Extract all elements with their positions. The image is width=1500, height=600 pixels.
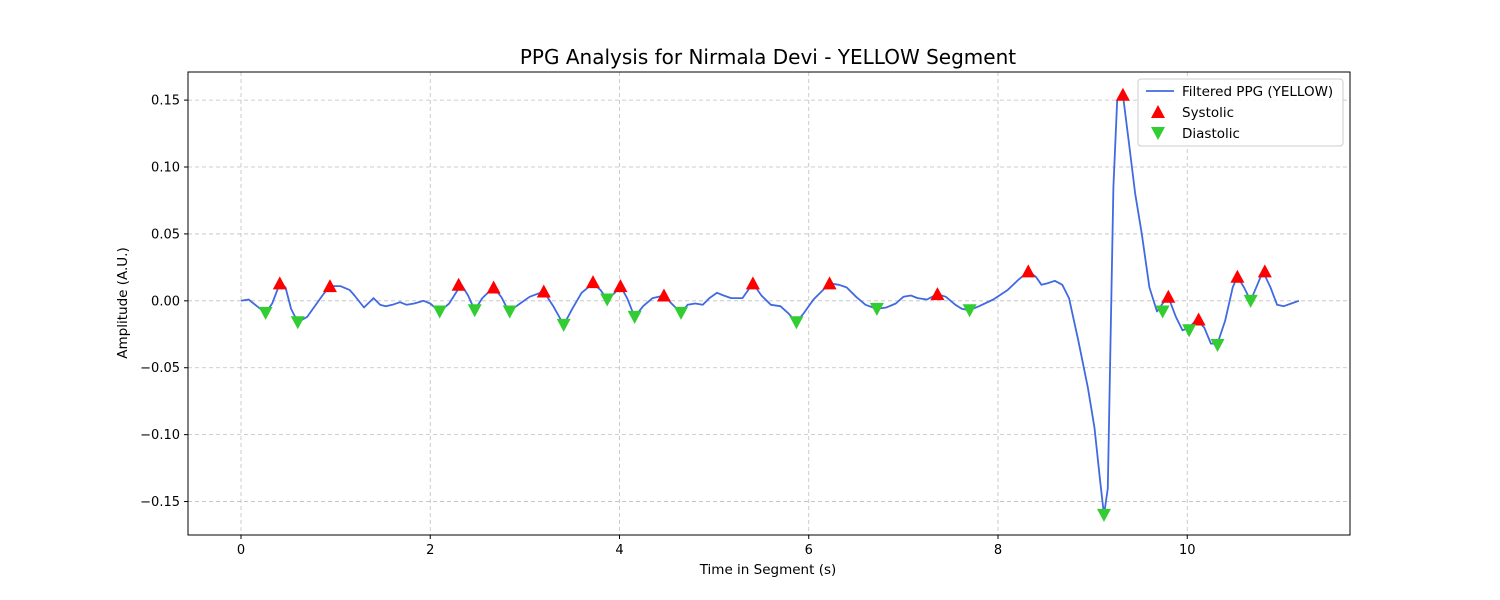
legend-box <box>1137 78 1344 147</box>
chart-title: PPG Analysis for Nirmala Devi - YELLOW S… <box>520 45 1016 69</box>
systolic-marker <box>656 288 671 302</box>
systolic-marker <box>451 277 466 291</box>
systolic-marker <box>1021 264 1036 278</box>
diastolic-marker <box>789 316 804 330</box>
systolic-marker <box>486 280 501 294</box>
systolic-marker <box>1191 312 1206 326</box>
systolic-marker <box>930 287 945 301</box>
y-tick-label: 0.00 <box>151 294 180 309</box>
diastolic-marker <box>556 318 571 332</box>
x-tick-label: 8 <box>994 543 1002 558</box>
legend: Filtered PPG (YELLOW) Systolic Diastolic <box>1137 78 1344 147</box>
diastolic-marker <box>258 306 273 320</box>
x-tick-label: 10 <box>1179 543 1196 558</box>
diastolic-marker <box>1243 294 1258 308</box>
y-axis-label: Amplitude (A.U.) <box>115 247 131 358</box>
systolic-marker <box>822 276 837 290</box>
diastolic-marker <box>467 304 482 318</box>
diastolic-marker <box>290 316 305 330</box>
x-tick-label: 6 <box>805 543 813 558</box>
legend-label: Filtered PPG (YELLOW) <box>1182 84 1333 100</box>
y-tick-label: −0.05 <box>140 361 180 376</box>
x-tick-label: 4 <box>615 543 623 558</box>
legend-label: Diastolic <box>1182 126 1240 142</box>
systolic-marker <box>272 276 287 290</box>
diastolic-marker <box>502 305 517 319</box>
y-tick-label: 0.05 <box>151 227 180 242</box>
systolic-marker <box>1230 269 1245 283</box>
x-axis-label: Time in Segment (s) <box>699 562 837 578</box>
y-tick-label: 0.15 <box>151 94 180 109</box>
diastolic-marker <box>627 310 642 324</box>
y-tick-label: −0.10 <box>140 428 180 443</box>
y-tick-label: −0.15 <box>140 495 180 510</box>
systolic-marker <box>613 279 628 293</box>
systolic-marker <box>536 284 551 298</box>
x-tick-label: 0 <box>237 543 245 558</box>
diastolic-marker <box>673 306 688 320</box>
diastolic-marker <box>1155 305 1170 319</box>
diastolic-marker <box>869 302 884 316</box>
legend-label: Systolic <box>1182 105 1234 121</box>
series-line-filtered-ppg <box>240 93 1300 516</box>
grid <box>188 72 1350 535</box>
diastolic-marker <box>432 305 447 319</box>
diastolic-marker <box>600 293 615 307</box>
legend-swatch-marker <box>1151 127 1165 140</box>
plot-frame <box>187 71 1351 536</box>
systolic-marker <box>1257 264 1272 278</box>
x-tick-label: 2 <box>426 543 434 558</box>
systolic-marker <box>745 276 760 290</box>
y-tick-label: 0.10 <box>151 161 180 176</box>
systolic-marker <box>1115 87 1130 101</box>
diastolic-marker <box>1182 324 1197 338</box>
diastolic-marker <box>1210 338 1225 352</box>
series-layer <box>240 87 1300 522</box>
diastolic-marker <box>1096 508 1111 522</box>
legend-swatch-marker <box>1151 105 1165 118</box>
systolic-marker <box>1161 289 1176 303</box>
systolic-marker <box>585 275 600 289</box>
systolic-marker <box>322 279 337 293</box>
diastolic-marker <box>962 304 977 318</box>
axis-ticks: 0 2 4 6 8 10 −0.15 −0.10 −0.05 0.00 0.05 0.10 0.15 <box>140 94 1195 558</box>
